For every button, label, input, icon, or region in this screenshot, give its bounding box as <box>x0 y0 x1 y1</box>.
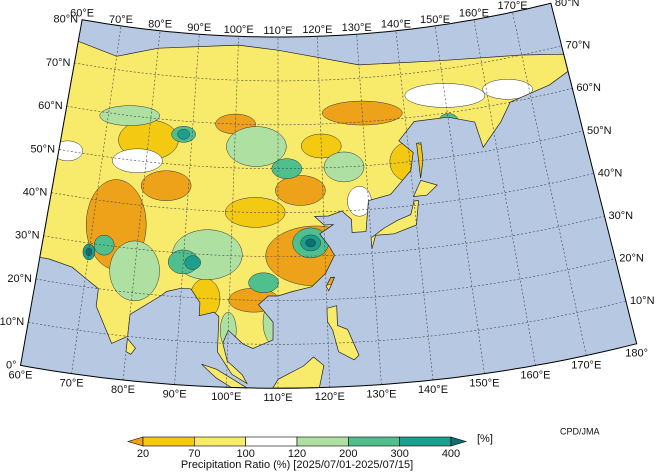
precip-region <box>305 238 316 248</box>
lat-label: 60°N <box>576 82 601 94</box>
lon-label: 90°E <box>187 22 211 34</box>
lon-label: 80°E <box>148 19 172 31</box>
lon-label: 150°E <box>469 378 499 390</box>
meridian <box>225 36 239 388</box>
precipitation-field <box>39 41 569 389</box>
lon-label: 70°E <box>109 14 133 26</box>
precip-region <box>99 105 160 126</box>
lat-label: 20°N <box>619 252 644 264</box>
parallel <box>58 130 584 169</box>
parallel <box>28 300 626 345</box>
lon-label: 100°E <box>224 24 254 36</box>
colorbar-tick-label: 400 <box>442 448 460 460</box>
colorbar-segment <box>194 436 246 447</box>
precip-region <box>226 126 287 167</box>
colorbar-end <box>450 436 468 447</box>
parallel <box>66 88 573 126</box>
meridian <box>71 25 122 374</box>
legend-title: Precipitation Ratio (%) [2025/07/01-2025… <box>181 459 413 471</box>
meridian <box>473 19 536 366</box>
lon-label: 130°E <box>366 388 396 400</box>
precip-region <box>85 247 93 257</box>
lon-label: 170°E <box>497 0 527 12</box>
lon-label: 140°E <box>381 19 411 31</box>
colorbar-tick-label: 100 <box>236 448 254 460</box>
lon-label: 130°E <box>342 22 372 34</box>
lat-label: 70°N <box>566 40 591 52</box>
colorbar-tick-label: 70 <box>188 448 200 460</box>
lon-label: 100°E <box>211 391 241 403</box>
meridian <box>395 30 434 381</box>
lat-label: 80°N <box>555 0 580 9</box>
lat-label: 40°N <box>23 186 48 198</box>
lat-label: 50°N <box>587 125 612 137</box>
colorbar-segment <box>348 436 400 447</box>
colorbar-tick-label: 20 <box>137 448 149 460</box>
lat-label: 70°N <box>46 57 71 69</box>
lon-label: 110°E <box>263 25 292 37</box>
lat-label: 80°N <box>54 14 79 26</box>
parallel <box>35 258 616 301</box>
meridian <box>122 30 161 381</box>
precip-region <box>482 79 533 100</box>
lon-label: 180° <box>539 0 562 3</box>
map-border <box>19 2 638 389</box>
lat-label: 10°N <box>630 295 655 307</box>
colorbar-tick-label: 120 <box>288 448 306 460</box>
lon-label: 90°E <box>163 388 187 400</box>
lon-label: 60°E <box>70 8 94 20</box>
precip-region <box>177 129 190 140</box>
lon-label: 80°E <box>111 384 135 396</box>
lon-label: 160°E <box>459 8 489 20</box>
colorbar-tick-label: 300 <box>390 448 408 460</box>
parallel <box>74 45 562 82</box>
lon-label: 160°E <box>520 369 550 381</box>
lon-label: 120°E <box>302 24 332 36</box>
meridian <box>174 34 200 385</box>
parallel <box>51 173 594 213</box>
colorbar-segment <box>296 436 349 447</box>
lon-label: 150°E <box>420 14 450 26</box>
lon-label: 60°E <box>9 369 33 381</box>
colorbar-segment <box>142 436 195 447</box>
credit: CPD/JMA <box>560 426 600 436</box>
colorbar-end <box>126 436 144 447</box>
precip-region <box>323 151 365 183</box>
meridian <box>356 34 382 385</box>
lat-label: 40°N <box>598 167 623 179</box>
graticule <box>28 12 626 389</box>
colorbar-tick-label: 200 <box>339 448 357 460</box>
precip-region <box>112 148 163 174</box>
lon-label: 140°E <box>418 384 448 396</box>
lat-label: 20°N <box>7 273 32 285</box>
meridian <box>317 36 331 388</box>
lat-label: 30°N <box>608 210 633 222</box>
lon-label: 70°E <box>60 378 84 390</box>
lat-label: 0° <box>6 359 17 371</box>
lat-label: 10°N <box>0 316 24 328</box>
legend-unit: [%] <box>477 433 493 445</box>
lon-label: 110°E <box>263 392 292 404</box>
precip-region <box>275 175 326 206</box>
precip-region <box>184 255 201 270</box>
lat-label: 30°N <box>15 230 40 242</box>
colorbar-segment <box>245 436 298 447</box>
precip-region <box>140 170 192 201</box>
colorbar-segment <box>399 436 452 447</box>
lat-label: 60°N <box>38 100 63 112</box>
lon-label: 120°E <box>315 391 345 403</box>
precip-region <box>248 272 279 294</box>
lat-label: 50°N <box>30 143 55 155</box>
meridian <box>512 12 587 356</box>
meridian <box>434 25 485 374</box>
lon-label: 180° <box>625 348 648 360</box>
lon-label: 170°E <box>571 359 601 371</box>
